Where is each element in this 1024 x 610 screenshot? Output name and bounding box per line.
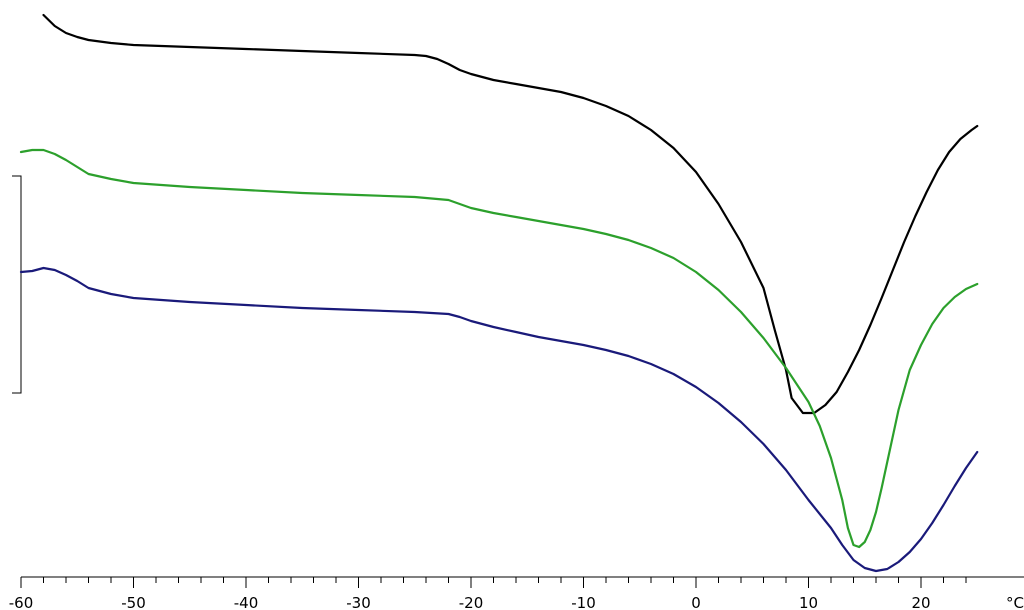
x-tick-label: -60 [9, 594, 34, 610]
x-tick-label: -50 [121, 594, 146, 610]
x-tick-label: 20 [911, 594, 930, 610]
y-scale-bar [12, 175, 22, 394]
x-tick-label: -30 [346, 594, 371, 610]
x-tick-label: -20 [459, 594, 484, 610]
series-line-1 [42, 13, 979, 415]
series-layer [19, 13, 979, 573]
x-tick-label: 0 [691, 594, 701, 610]
x-axis: -60 -50 -40 -30 -20 -10 0 10 20 °C [9, 576, 1024, 610]
x-tick-label: 10 [799, 594, 818, 610]
x-unit-label: °C [1006, 594, 1024, 610]
x-tick-label: -40 [234, 594, 259, 610]
series-line-2 [19, 148, 979, 549]
series-line-3 [19, 266, 979, 573]
x-tick-label: -10 [571, 594, 596, 610]
